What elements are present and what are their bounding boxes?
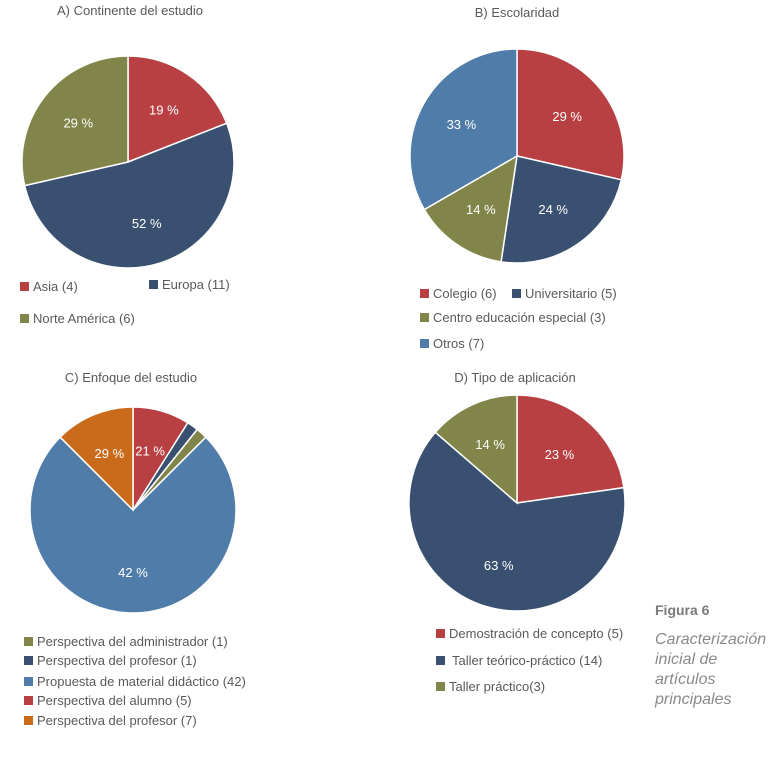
legend-label: Perspectiva del profesor (1) (37, 653, 197, 668)
pie-slice-d-0 (516, 394, 625, 504)
pie-slice-c-3 (29, 436, 237, 614)
chart-a-title: A) Continente del estudio (57, 3, 203, 18)
legend-label: Perspectiva del alumno (5) (37, 693, 192, 708)
legend-swatch-icon (24, 677, 33, 686)
chart-b-title: B) Escolaridad (474, 5, 560, 20)
legend-b-colegio: Colegio (6) (420, 286, 497, 301)
pie-label-a-2: 29 % (63, 115, 93, 130)
legend-a-asia: Asia (4) (20, 279, 78, 294)
pie-label-d-2: 14 % (475, 437, 505, 452)
legend-swatch-icon (24, 656, 33, 665)
legend-label: Otros (7) (433, 336, 485, 351)
legend-swatch-icon (420, 313, 429, 322)
legend-swatch-icon (20, 314, 29, 323)
legend-swatch-icon (436, 682, 445, 691)
legend-b-otros: Otros (7) (420, 336, 484, 351)
legend-d-taller-teorico: Taller teórico-práctico (14) (436, 653, 602, 668)
legend-swatch-icon (24, 716, 33, 725)
pie-label-b-3: 33 % (447, 117, 477, 132)
pie-slice-d-1 (408, 431, 626, 612)
legend-label: Demostración de concepto (5) (449, 626, 624, 641)
pie-slice-b-2 (423, 154, 518, 263)
figure-label: Figura 6 (655, 602, 710, 618)
pie-label-c-3: 42 % (118, 565, 148, 580)
pie-chart-a: 19 % 52 % 29 % (21, 55, 235, 269)
pie-label-b-2: 14 % (466, 202, 496, 217)
legend-label: Propuesta de material didáctico (42) (37, 674, 246, 689)
pie-label-a-1: 52 % (132, 216, 162, 231)
pie-slice-d-2 (434, 394, 518, 505)
legend-swatch-icon (24, 637, 33, 646)
legend-swatch-icon (149, 280, 158, 289)
legend-c-administrador: Perspectiva del administrador (1) (24, 634, 228, 649)
legend-swatch-icon (420, 289, 429, 298)
legend-label: Asia (4) (33, 279, 78, 294)
pie-slice-a-1 (23, 122, 235, 269)
pie-label-d-1: 63 % (484, 558, 514, 573)
legend-d-taller-practico: Taller práctico(3) (436, 679, 545, 694)
legend-c-alumno: Perspectiva del alumno (5) (24, 693, 192, 708)
pie-slice-b-1 (500, 155, 623, 264)
pie-label-c-0: 21 % (135, 444, 165, 459)
legend-c-profesor-7: Perspectiva del profesor (7) (24, 713, 197, 728)
legend-swatch-icon (512, 289, 521, 298)
pie-slice-b-3 (409, 48, 518, 211)
pie-slice-a-2 (21, 55, 129, 187)
pie-label-b-1: 24 % (538, 202, 568, 217)
legend-a-norte-america: Norte América (6) (20, 311, 135, 326)
legend-label: Taller teórico-práctico (14) (452, 653, 603, 668)
pie-slice-c-4 (59, 406, 134, 512)
figure-caption: Caracterización inicial de artículos pri… (655, 631, 767, 708)
legend-label: Universitario (5) (525, 286, 617, 301)
legend-label: Centro educación especial (3) (433, 310, 606, 325)
pie-chart-c: 21 %4 %4 %42 %29 % (29, 406, 237, 614)
legend-swatch-icon (20, 282, 29, 291)
pie-label-b-0: 29 % (552, 109, 582, 124)
legend-a-europa: Europa (11) (149, 277, 230, 292)
legend-c-profesor-1: Perspectiva del profesor (1) (24, 653, 197, 668)
legend-swatch-icon (436, 656, 445, 665)
legend-b-universitario: Universitario (5) (512, 286, 617, 301)
chart-c-title: C) Enfoque del estudio (64, 370, 198, 385)
pie-slice-b-0 (516, 48, 625, 181)
legend-label: Taller práctico(3) (449, 679, 546, 694)
legend-swatch-icon (420, 339, 429, 348)
pie-slice-a-0 (127, 55, 228, 164)
legend-label: Perspectiva del administrador (1) (37, 634, 228, 649)
legend-b-centro-educacion-especial: Centro educación especial (3) (420, 310, 606, 325)
pie-label-a-0: 19 % (149, 102, 179, 117)
legend-swatch-icon (436, 629, 445, 638)
legend-label: Colegio (6) (433, 286, 497, 301)
pie-chart-d: 23 % 63 % 14 % (408, 394, 626, 612)
pie-label-d-0: 23 % (545, 447, 575, 462)
chart-d-title: D) Tipo de aplicación (454, 370, 576, 385)
legend-swatch-icon (24, 696, 33, 705)
legend-c-material-didactico: Propuesta de material didáctico (42) (24, 674, 246, 689)
legend-label: Perspectiva del profesor (7) (37, 713, 197, 728)
legend-label: Europa (11) (162, 277, 230, 292)
legend-d-demostracion: Demostración de concepto (5) (436, 626, 623, 641)
legend-label: Norte América (6) (33, 311, 135, 326)
pie-chart-b: 29 % 24 % 14 % 33 % (409, 48, 625, 264)
pie-label-c-4: 29 % (95, 446, 125, 461)
